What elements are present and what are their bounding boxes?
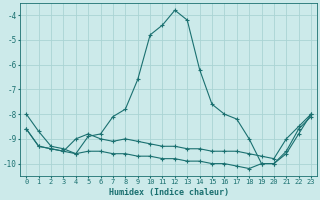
X-axis label: Humidex (Indice chaleur): Humidex (Indice chaleur): [109, 188, 229, 197]
